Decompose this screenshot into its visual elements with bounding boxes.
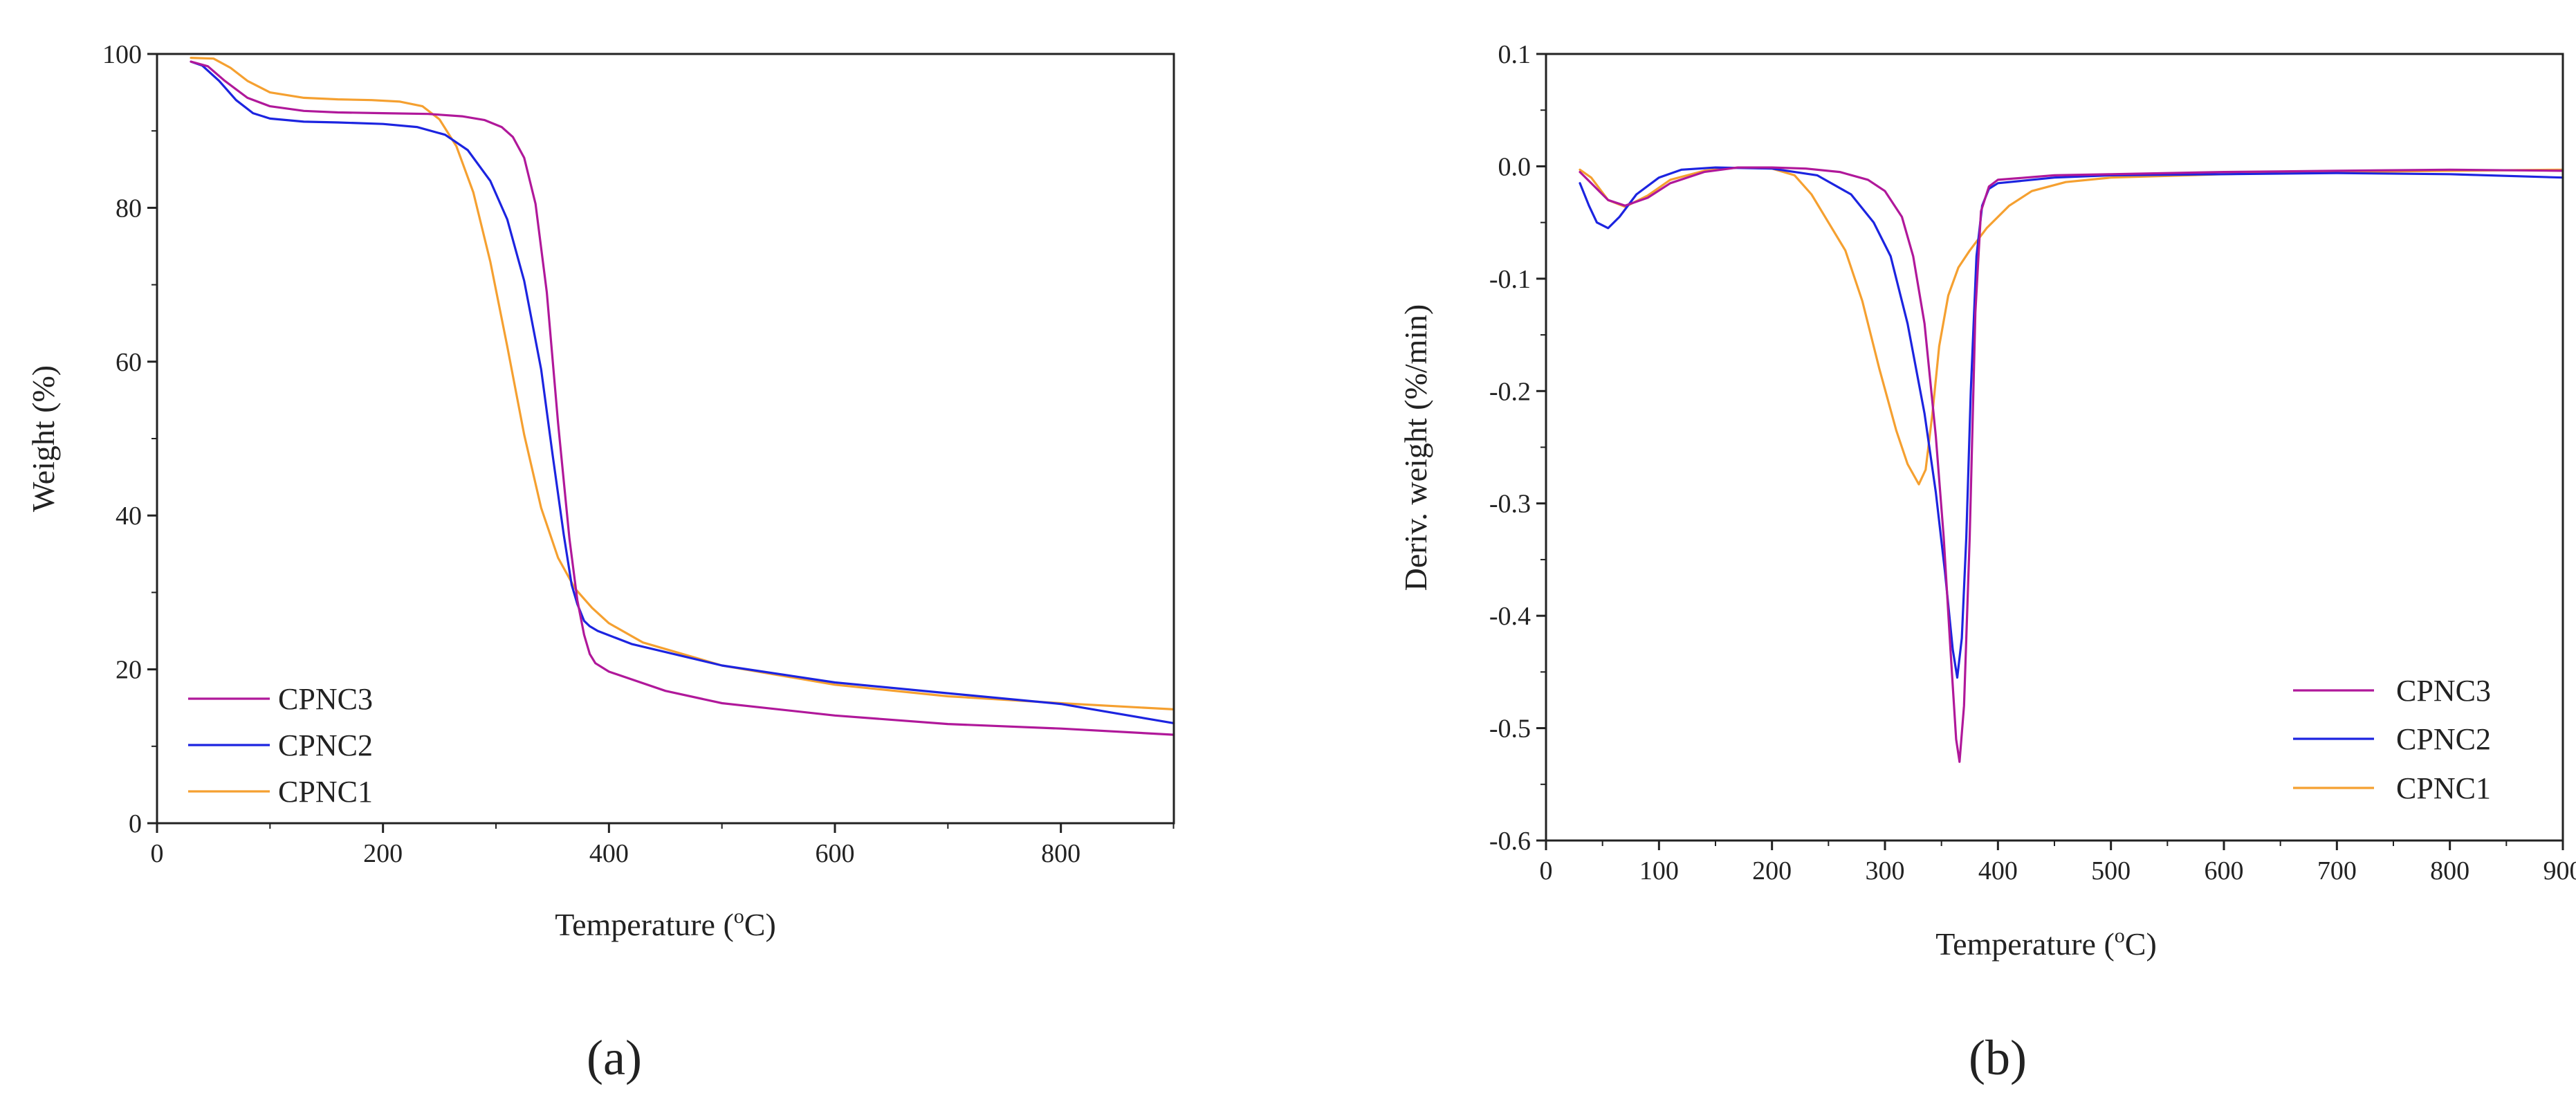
chart-a-x-tick-label: 400 <box>589 839 629 868</box>
legend-a-label-cpnc3: CPNC3 <box>278 682 373 716</box>
chart-a-series-cpnc2 <box>191 62 1174 723</box>
chart-a-series-cpnc1 <box>191 58 1174 710</box>
chart-a-x-tick-label: 0 <box>151 839 164 868</box>
chart-a-y-tick-label: 40 <box>116 502 142 531</box>
panel-label-a: (a) <box>587 1030 642 1085</box>
chart-a-series-group <box>191 58 1174 735</box>
legend-a-label-cpnc1: CPNC1 <box>278 775 373 809</box>
chart-a-x-axis-title-end: C) <box>744 907 776 942</box>
chart-a-x-axis-title: Temperature (oC) <box>555 905 776 942</box>
chart-a-x-tick-label: 800 <box>1041 839 1080 868</box>
chart-a-x-tick-label: 200 <box>363 839 403 868</box>
chart-a-legend: CPNC3 CPNC2 CPNC1 <box>188 682 373 809</box>
chart-a-tga-weight: 0 200 400 600 800 0 20 40 60 80 100 Weight (%) Tem… <box>0 0 2576 1102</box>
chart-a-x-tick-label: 600 <box>816 839 855 868</box>
chart-a-y-tick-label: 60 <box>116 348 142 377</box>
legend-a-label-cpnc2: CPNC2 <box>278 728 373 762</box>
chart-a-x-axis-title-base: Temperature ( <box>555 907 734 942</box>
chart-a-y-tick-label: 0 <box>129 809 142 838</box>
chart-a-y-tick-label: 100 <box>102 40 142 69</box>
chart-a-series-cpnc3 <box>191 62 1174 735</box>
chart-a-x-axis-title-superscript: o <box>734 905 744 928</box>
chart-a-y-axis-title: Weight (%) <box>26 365 61 512</box>
chart-a-y-tick-label: 80 <box>116 194 142 223</box>
chart-a-y-tick-label: 20 <box>116 656 142 685</box>
